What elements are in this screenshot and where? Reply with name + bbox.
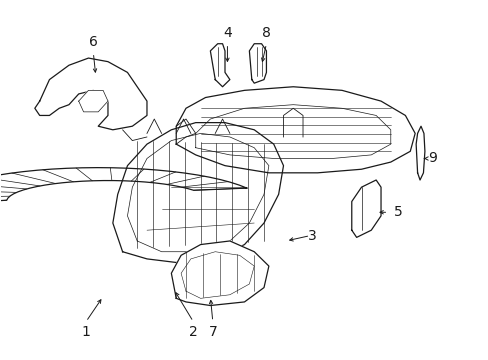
Polygon shape [249, 44, 266, 83]
Polygon shape [351, 180, 380, 237]
Text: 7: 7 [208, 325, 217, 339]
Polygon shape [210, 44, 229, 87]
Text: 8: 8 [262, 26, 270, 40]
Polygon shape [0, 168, 246, 205]
Polygon shape [171, 241, 268, 306]
Text: 4: 4 [223, 26, 231, 40]
Polygon shape [176, 87, 414, 173]
Text: 3: 3 [308, 229, 317, 243]
Polygon shape [113, 123, 283, 262]
Text: 9: 9 [427, 152, 436, 166]
Text: 5: 5 [393, 205, 402, 219]
Text: 1: 1 [81, 325, 90, 339]
Polygon shape [35, 58, 147, 130]
Polygon shape [415, 126, 424, 180]
Text: 2: 2 [188, 325, 197, 339]
Text: 6: 6 [89, 35, 98, 49]
Polygon shape [79, 90, 108, 112]
